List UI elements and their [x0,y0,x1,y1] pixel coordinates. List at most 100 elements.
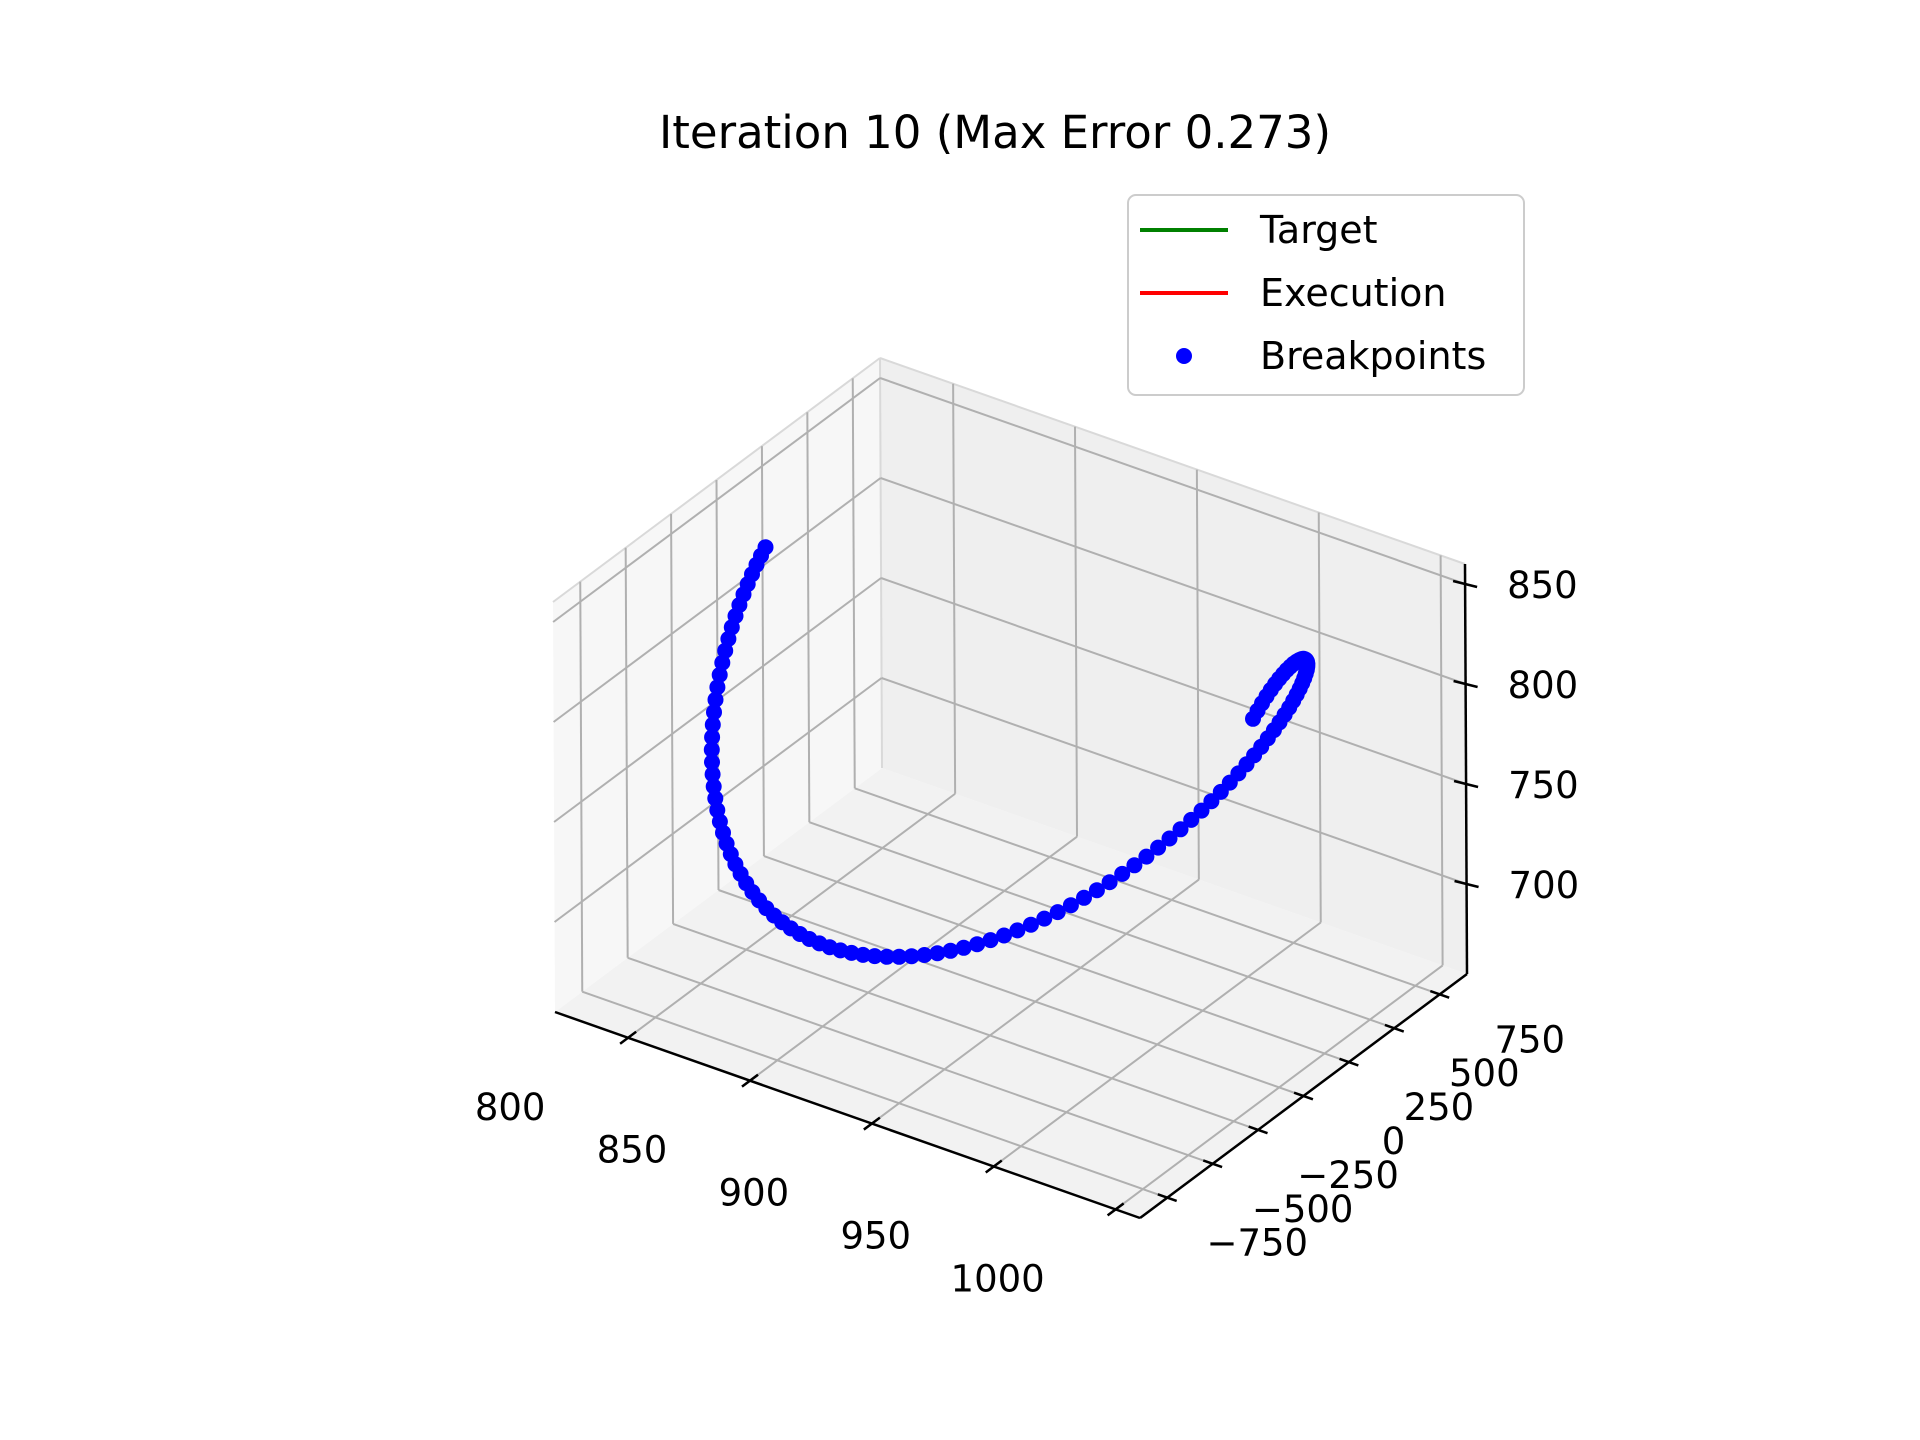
y-tick-label: −500 [1252,1188,1354,1231]
y-tick [1384,1023,1405,1033]
y-tick-label: 750 [1494,1018,1565,1061]
axes-panes [553,358,1467,1218]
z-tick [1452,579,1478,589]
z-tick [1454,879,1479,889]
breakpoint-marker [1076,889,1092,906]
x-tick [863,1116,881,1131]
breakpoint-marker [955,939,972,956]
legend-label-breakpoints: Breakpoints [1260,334,1486,378]
gridline-y-leftwall [851,378,856,789]
breakpoint-marker [711,666,728,683]
breakpoint-marker [1101,874,1118,891]
chart-title: Iteration 10 (Max Error 0.273) [659,106,1331,159]
x-tick [984,1159,1003,1174]
breakpoint-marker [996,927,1012,944]
gridline-y-floor [763,855,1350,1064]
breakpoint-marker [704,766,721,783]
breakpoint-marker [903,948,920,965]
x-tick [619,1030,637,1045]
z-tick-label: 750 [1508,764,1579,807]
x-tick-label: 950 [840,1215,911,1258]
z-tick-label: 700 [1509,864,1580,907]
x-tick-label: 850 [597,1129,668,1172]
tick-labels: 8008509009501000−750−500−250025050075070… [475,564,1579,1300]
gridline-z-leftwall [552,477,882,723]
breakpoint-marker [1138,848,1155,865]
breakpoint-marker [878,948,895,965]
y-tick [1429,989,1450,999]
gridline-y-leftwall [806,412,811,823]
tick-marks [619,579,1479,1217]
z-tick [1453,779,1479,789]
breakpoint-marker [704,754,720,771]
z-tick [1453,679,1478,689]
gridline-z-backwall [880,477,1466,685]
legend-swatch-breakpoints [1176,348,1192,364]
gridline-x-backwall [1317,512,1322,923]
x-tick-label: 800 [475,1086,546,1129]
breakpoint-marker [703,741,720,758]
gridline-x-backwall [952,383,957,794]
gridline-y-leftwall [760,446,765,857]
breakpoint-marker [855,946,871,963]
breakpoint-marker [717,642,734,659]
breakpoint-marker [1062,897,1079,914]
legend: Target Execution Breakpoints [1127,194,1525,396]
gridline-z-backwall [880,577,1467,785]
breakpoint-marker [1114,865,1131,882]
breakpoint-marker [942,942,959,959]
y-tick-label: 250 [1404,1086,1475,1129]
breakpoint-marker [1049,904,1066,921]
breakpoint-marker [929,945,946,962]
x-tick-label: 1000 [951,1257,1045,1300]
x-tick [1106,1202,1125,1217]
z-axis-line [1463,563,1469,975]
breakpoint-marker [1009,922,1026,939]
series-layer [703,539,1316,965]
gridline-y-leftwall [579,581,584,992]
x-tick-label: 900 [719,1172,790,1215]
breakpoint-marker [1172,821,1189,838]
y-tick-label: 500 [1449,1052,1520,1095]
gridline-z-backwall [881,677,1467,885]
y-tick-label: −750 [1206,1222,1308,1265]
legend-label-execution: Execution [1260,271,1446,315]
y-tick-label: −250 [1297,1154,1399,1197]
breakpoint-marker [969,936,986,953]
y-tick [1248,1125,1268,1135]
gridline-x-backwall [1074,426,1078,837]
breakpoint-marker [705,778,722,795]
breakpoint-marker [1183,811,1200,828]
z-tick-label: 800 [1508,664,1579,707]
breakpoint-marker [1161,830,1178,847]
breakpoint-marker [706,704,722,721]
z-tick-label: 850 [1507,564,1578,607]
gridlines [552,357,1468,1211]
breakpoint-marker [1022,916,1039,933]
breakpoint-marker [704,716,721,733]
breakpoint-marker [982,932,999,949]
gridline-y-floor [672,922,1259,1131]
gridline-y-floor [627,956,1213,1165]
breakpoint-marker [1150,839,1167,856]
legend-label-target: Target [1259,208,1378,252]
pane-edge [879,357,1466,565]
breakpoint-marker [707,691,724,708]
y-tick-label: 0 [1382,1120,1406,1163]
breakpoint-marker [916,947,933,963]
breakpoint-marker [1245,710,1261,727]
pane-edge [879,357,883,769]
gridline-y-leftwall [670,513,675,924]
x-axis-line [554,1010,1141,1220]
breakpoint-marker [866,948,883,965]
gridline-y-floor [581,990,1168,1199]
gridline-z-leftwall [552,377,881,623]
breakpoint-marker [891,948,908,965]
gridline-x-backwall [1439,555,1444,966]
y-tick [1293,1091,1314,1101]
x-tick [741,1073,759,1088]
legend-box [1127,194,1525,396]
gridline-z-backwall [879,377,1466,585]
y-tick [1339,1057,1359,1067]
